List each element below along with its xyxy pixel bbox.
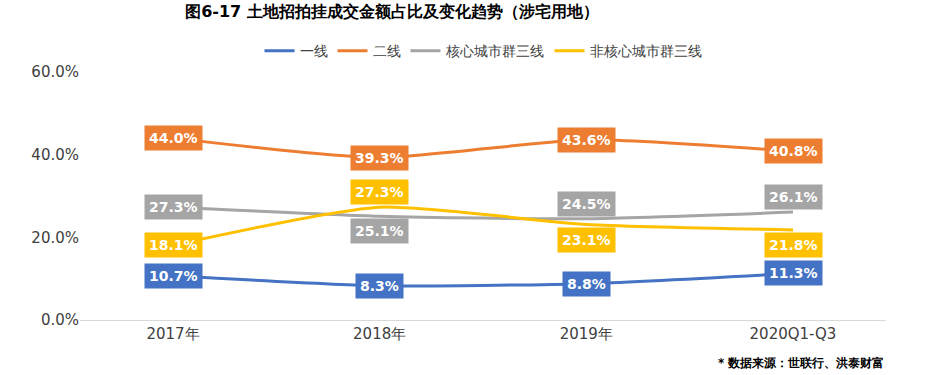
svg-text:44.0%: 44.0% [149,130,198,146]
svg-text:23.1%: 23.1% [562,232,611,248]
svg-text:非核心城市群三线: 非核心城市群三线 [590,43,702,59]
svg-text:39.3%: 39.3% [355,150,404,166]
svg-text:24.5%: 24.5% [562,196,611,212]
svg-text:26.1%: 26.1% [769,189,818,205]
svg-text:18.1%: 18.1% [149,237,198,253]
svg-text:40.0%: 40.0% [31,146,79,164]
svg-text:0.0%: 0.0% [41,311,79,329]
svg-text:11.3%: 11.3% [769,265,818,281]
svg-text:图6-17 土地招拍挂成交金额占比及变化趋势（涉宅用地）: 图6-17 土地招拍挂成交金额占比及变化趋势（涉宅用地） [185,2,599,21]
svg-text:27.3%: 27.3% [149,199,198,215]
svg-text:25.1%: 25.1% [355,223,404,239]
svg-text:8.3%: 8.3% [360,278,399,294]
svg-text:一线: 一线 [300,43,328,59]
svg-text:21.8%: 21.8% [769,237,818,253]
svg-text:2018年: 2018年 [353,325,406,343]
svg-text:27.3%: 27.3% [355,184,404,200]
svg-text:8.8%: 8.8% [567,276,606,292]
svg-text:10.7%: 10.7% [149,268,198,284]
svg-text:二线: 二线 [373,43,401,59]
svg-text:43.6%: 43.6% [562,132,611,148]
svg-text:2019年: 2019年 [560,325,613,343]
svg-text:60.0%: 60.0% [31,63,79,81]
svg-text:40.8%: 40.8% [769,143,818,159]
svg-text:核心城市群三线: 核心城市群三线 [445,43,544,59]
svg-text:2020Q1-Q3: 2020Q1-Q3 [750,325,837,343]
svg-text:20.0%: 20.0% [31,229,79,247]
svg-text:2017年: 2017年 [146,325,199,343]
svg-text:* 数据来源：世联行、洪泰财富: * 数据来源：世联行、洪泰财富 [718,356,884,370]
